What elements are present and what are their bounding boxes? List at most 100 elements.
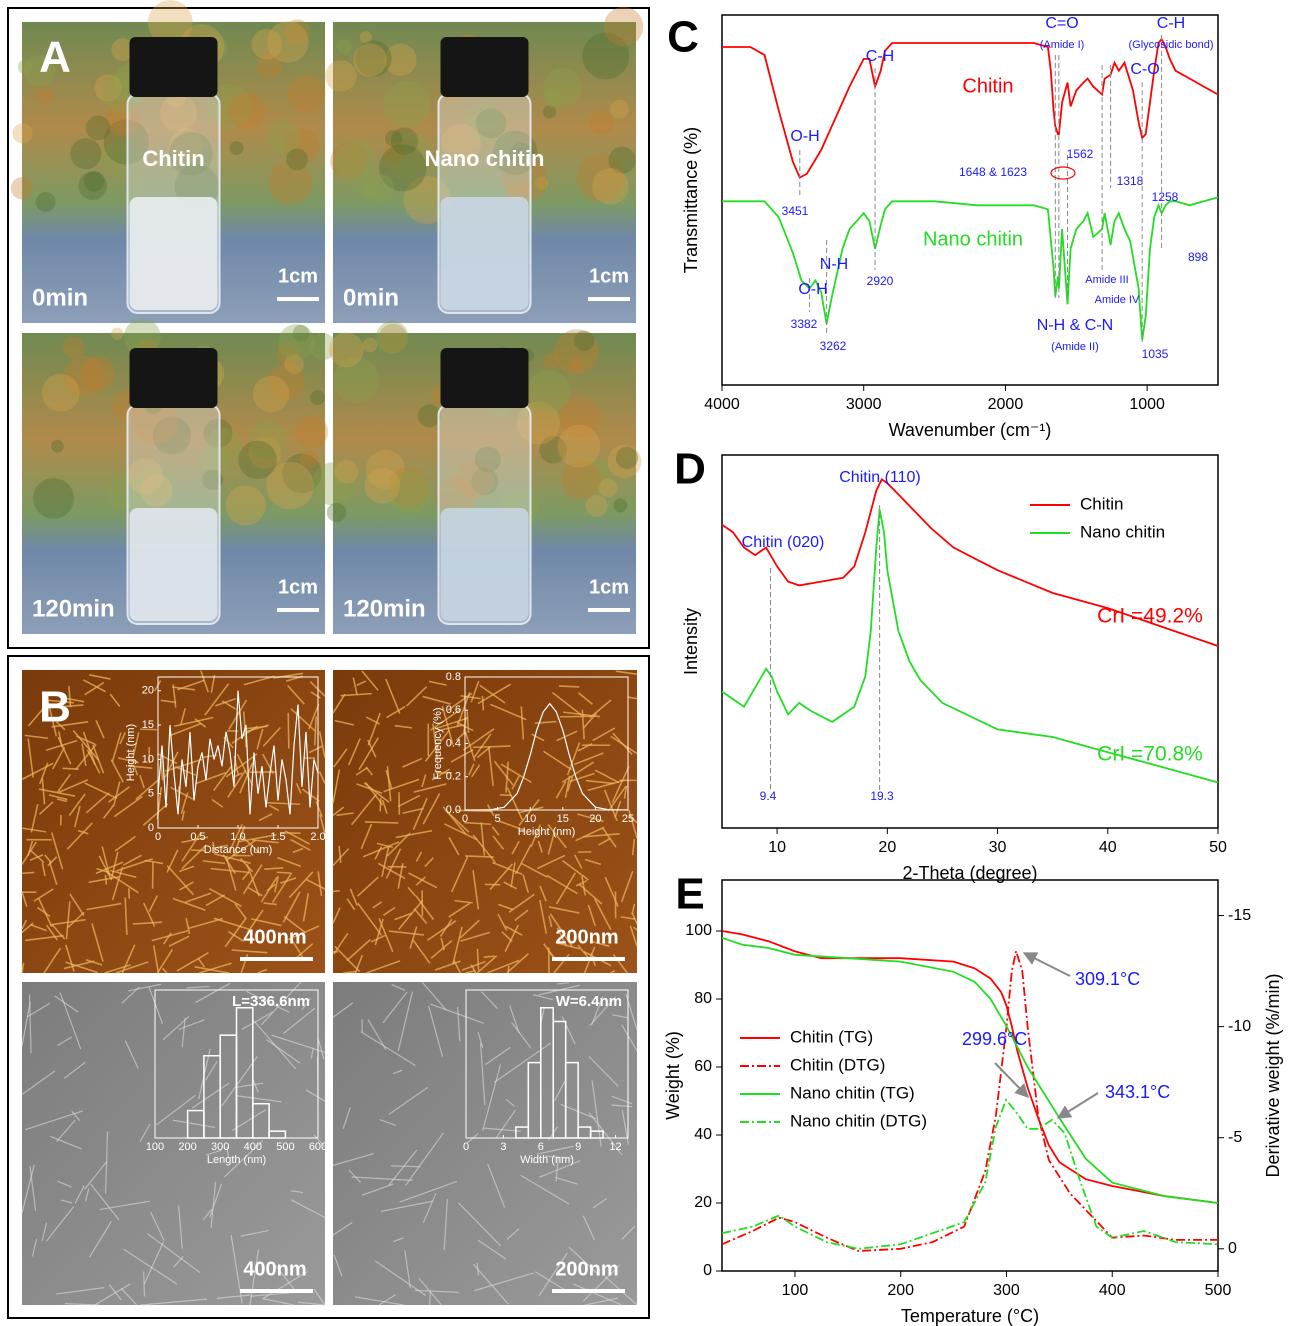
- x-tick-label: 600: [309, 1141, 327, 1153]
- x-tick-label: 500: [276, 1141, 294, 1153]
- y-tick-label: 0.6: [446, 704, 461, 716]
- foliage: [353, 43, 387, 77]
- figure: Chitin 0min 1cm Nano chitin 0min 1cm 120min 1cm…: [0, 0, 1291, 1326]
- x-tick-label: 1.5: [270, 831, 285, 843]
- foliage: [111, 328, 123, 340]
- peak-label: 1318: [1117, 174, 1144, 188]
- x-tick-label: 50: [1209, 839, 1227, 856]
- scale-label: 1cm: [589, 576, 629, 598]
- x-tick-label: 0: [155, 831, 161, 843]
- annotation: (Amide I): [1040, 39, 1085, 51]
- peak-label: 3382: [791, 317, 818, 331]
- scale-label: 1cm: [278, 576, 318, 598]
- callout-arrow: [1024, 953, 1070, 976]
- y-axis-label: Intensity: [681, 608, 701, 675]
- foliage: [12, 123, 32, 143]
- fiber: [333, 891, 340, 892]
- foliage: [230, 141, 244, 155]
- x-tick-label: 500: [1205, 1282, 1232, 1299]
- foliage: [383, 81, 431, 129]
- foliage: [238, 441, 276, 479]
- legend-label: Nano chitin (DTG): [790, 1111, 927, 1130]
- x-axis-label: Length (nm): [207, 1154, 266, 1166]
- panel-label: E: [675, 870, 704, 919]
- fiber: [365, 822, 398, 823]
- foliage: [335, 460, 358, 483]
- fiber: [559, 686, 579, 687]
- foliage: [267, 21, 308, 62]
- x-tick-label: 1.0: [230, 831, 245, 843]
- legend-label: Nano chitin: [1080, 522, 1165, 541]
- time-label: 0min: [32, 284, 88, 311]
- foliage: [42, 374, 80, 412]
- foliage: [84, 171, 104, 191]
- peak-label: 9.4: [760, 789, 777, 803]
- scale-label: 1cm: [278, 265, 318, 287]
- x-axis-label: Temperature (°C): [901, 1306, 1039, 1326]
- y-axis-label: Weight (%): [663, 1031, 683, 1120]
- series-line: [722, 39, 1218, 178]
- foliage: [11, 177, 33, 199]
- scale-label: 400nm: [243, 926, 306, 948]
- fiber: [22, 872, 34, 873]
- foliage: [51, 440, 64, 453]
- x-axis-label: Distance (um): [204, 844, 272, 856]
- annotation: 309.1°C: [1075, 969, 1140, 989]
- vial-liquid: [130, 197, 218, 310]
- foliage: [599, 479, 618, 498]
- annotation: C-H: [866, 48, 894, 65]
- annotation: C-H: [1157, 15, 1185, 32]
- foliage: [574, 331, 594, 351]
- x-tick-label: 100: [146, 1141, 164, 1153]
- scale-label: 200nm: [555, 1258, 618, 1280]
- peak-label: 898: [1188, 250, 1208, 264]
- x-tick-label: 300: [993, 1282, 1020, 1299]
- foliage: [86, 116, 111, 141]
- foliage: [225, 485, 265, 525]
- foliage: [295, 415, 328, 448]
- annotation: 1648 & 1623: [959, 165, 1027, 179]
- x-tick-label: 0: [463, 1141, 469, 1153]
- foliage: [610, 100, 629, 119]
- x-axis-label: Height (nm): [518, 826, 575, 838]
- peak-label: 19.3: [870, 789, 894, 803]
- inset-annotation: W=6.4nm: [556, 993, 622, 1010]
- foliage: [616, 447, 638, 469]
- foliage: [613, 498, 627, 512]
- scale-label: 400nm: [243, 1258, 306, 1280]
- annotation: Chitin (110): [839, 469, 921, 486]
- x-axis-label: Wavenumber (cm⁻¹): [889, 420, 1052, 440]
- foliage: [286, 149, 308, 171]
- vial-liquid: [441, 508, 529, 621]
- scale-label: 200nm: [555, 926, 618, 948]
- y-tick-label: 100: [685, 922, 712, 939]
- legend-label: Nano chitin (TG): [790, 1083, 915, 1102]
- x-tick-label: 25: [622, 813, 634, 825]
- y-tick-label: 0: [703, 1262, 712, 1279]
- annotation: Amide III: [1085, 274, 1128, 286]
- foliage: [253, 376, 290, 413]
- time-label: 120min: [32, 595, 115, 622]
- y-tick-label: 0.4: [446, 737, 461, 749]
- y2-tick-label: 0: [1228, 1240, 1237, 1257]
- foliage: [592, 168, 629, 205]
- time-label: 0min: [343, 284, 399, 311]
- peak-label: 2920: [867, 274, 894, 288]
- y-tick-label: 20: [142, 685, 154, 697]
- x-tick-label: 0.5: [190, 831, 205, 843]
- y-axis-label: Frequency (%): [432, 707, 444, 779]
- series-label: Chitin: [962, 75, 1013, 97]
- fiber: [288, 713, 289, 749]
- vial-liquid: [441, 197, 529, 310]
- annotation: Chitin (020): [742, 534, 825, 551]
- foliage: [288, 75, 325, 112]
- x-tick-label: 400: [244, 1141, 262, 1153]
- x-tick-label: 6: [538, 1141, 544, 1153]
- legend-label: Chitin (TG): [790, 1027, 873, 1046]
- foliage: [365, 468, 401, 504]
- foliage: [335, 141, 377, 183]
- x-tick-label: 2000: [988, 396, 1024, 413]
- foliage: [418, 405, 441, 428]
- y-tick-label: 0: [148, 822, 154, 834]
- y-tick-label: 10: [142, 753, 154, 765]
